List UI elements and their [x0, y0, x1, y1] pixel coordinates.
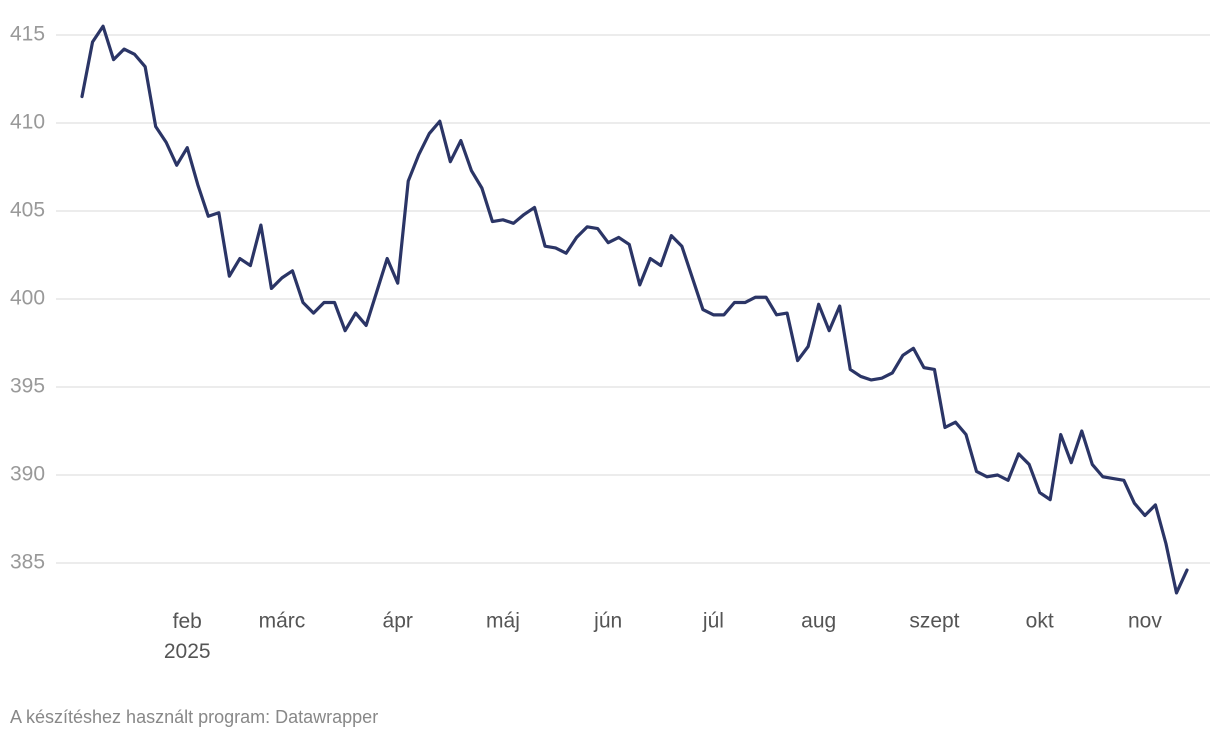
- y-tick-label: 395: [10, 375, 45, 398]
- x-tick-label: máj: [486, 610, 520, 633]
- x-tick-label: nov: [1128, 610, 1162, 633]
- x-tick-label: ápr: [383, 610, 413, 633]
- x-tick-label: aug: [801, 610, 836, 633]
- source-note: A készítéshez használt program: Datawrap…: [10, 707, 378, 727]
- x-tick-label: okt: [1026, 610, 1054, 633]
- x-tick-label-line: 2025: [164, 640, 211, 663]
- x-tick-label: szept: [909, 610, 959, 633]
- y-tick-label: 385: [10, 551, 45, 574]
- y-tick-label: 405: [10, 199, 45, 222]
- x-tick-label: jún: [593, 610, 622, 633]
- y-tick-label: 390: [10, 463, 45, 486]
- y-tick-label: 400: [10, 287, 45, 310]
- x-tick-label-line: feb: [173, 610, 202, 633]
- x-tick-label: júl: [702, 610, 724, 633]
- x-tick-label: márc: [259, 610, 306, 633]
- y-tick-label: 415: [10, 23, 45, 46]
- data-line: [80, 24, 1189, 595]
- x-tick-label: feb 2025: [164, 610, 211, 663]
- y-tick-label: 410: [10, 111, 45, 134]
